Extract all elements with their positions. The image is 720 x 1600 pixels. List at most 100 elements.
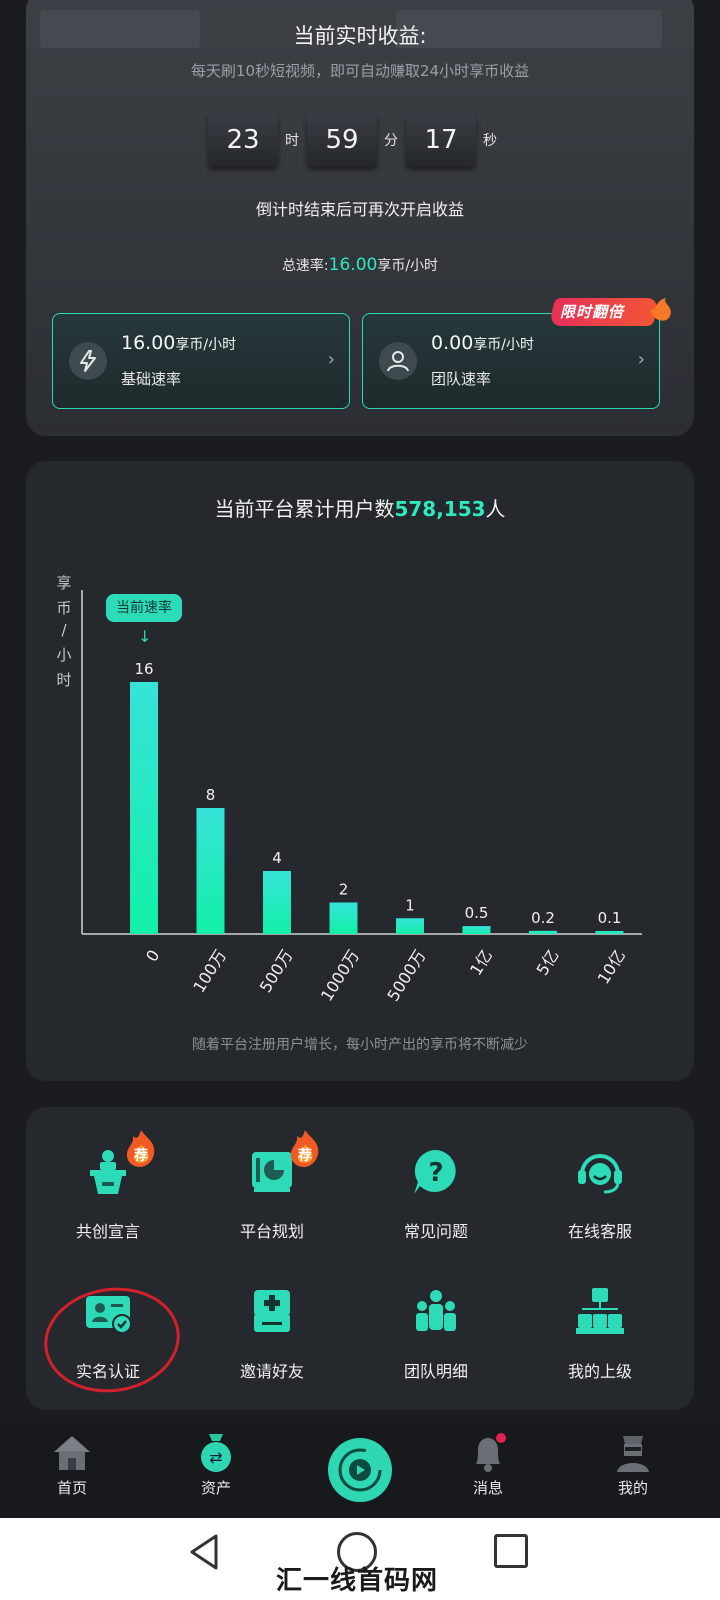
bar-value-label: 8	[206, 786, 216, 804]
nav-mine[interactable]: 我的	[583, 1430, 683, 1498]
x-tick-label: 0	[142, 946, 164, 965]
countdown-seconds-unit: 秒	[483, 133, 497, 149]
menu-item-label: 团队明细	[403, 1362, 468, 1381]
menu-item-7[interactable]: 我的上级	[520, 1284, 680, 1382]
bar-5	[462, 926, 491, 934]
bar-value-label: 16	[134, 660, 153, 678]
bottom-nav: 首页 ⇄ 资产 消息 我的	[0, 1424, 720, 1518]
nav-messages[interactable]: 消息	[438, 1430, 538, 1498]
menu-item-label: 常见问题	[403, 1222, 468, 1241]
bar-value-label: 1	[405, 896, 415, 914]
lightning-icon	[69, 342, 107, 380]
play-button[interactable]	[328, 1438, 392, 1502]
menu-item-3[interactable]: 在线客服	[520, 1144, 680, 1242]
chart-board-icon	[244, 1144, 300, 1200]
bar-value-label: 2	[339, 881, 349, 899]
double-badge: 限时翻倍	[549, 296, 676, 328]
total-rate-value: 16.00	[328, 255, 378, 275]
total-rate-unit: 享币/小时	[377, 258, 439, 274]
bar-value-label: 4	[272, 849, 282, 867]
bar-2	[263, 871, 291, 934]
nav-home[interactable]: 首页	[22, 1430, 122, 1498]
earnings-title: 当前实时收益:	[293, 24, 427, 48]
nav-assets[interactable]: ⇄ 资产	[166, 1430, 266, 1498]
bar-7	[595, 931, 624, 934]
bar-value-label: 0.2	[531, 909, 555, 927]
x-tick-label: 100万	[189, 946, 230, 996]
menu-item-2[interactable]: ? 常见问题	[356, 1144, 516, 1242]
menu-item-6[interactable]: 团队明细	[356, 1284, 516, 1382]
flame-icon	[650, 298, 671, 321]
chart-footnote: 随着平台注册用户增长，每小时产出的享币将不断减少	[192, 1037, 528, 1053]
add-user-icon	[244, 1284, 300, 1340]
money-bag-icon: ⇄	[194, 1430, 238, 1474]
svg-text:?: ?	[428, 1158, 443, 1188]
watermark: 汇一线首码网 www.huiyixian.com	[276, 1566, 576, 1600]
notification-dot	[496, 1433, 506, 1443]
y-axis-label-char: 小	[56, 646, 72, 664]
menu-item-5[interactable]: 邀请好友	[192, 1284, 352, 1382]
total-rate: 总速率:16.00享币/小时	[0, 255, 720, 275]
current-rate-tag: 当前速率	[106, 594, 182, 622]
total-rate-label: 总速率:	[281, 258, 329, 274]
x-tick-label: 1亿	[466, 946, 496, 978]
x-tick-label: 500万	[256, 946, 297, 996]
menu-item-label: 我的上级	[567, 1362, 632, 1381]
blurred-region	[40, 10, 200, 48]
blurred-region	[396, 10, 662, 48]
menu-item-label: 平台规划	[239, 1222, 304, 1241]
menu-item-1[interactable]: 荐平台规划	[192, 1130, 352, 1242]
svg-text:⇄: ⇄	[209, 1448, 222, 1467]
question-icon: ?	[408, 1144, 464, 1200]
countdown-hours-unit: 时	[285, 133, 299, 149]
nav-messages-label: 消息	[472, 1479, 503, 1497]
team-rate-value: 0.00享币/小时	[431, 332, 535, 354]
countdown-minutes-unit: 分	[384, 133, 398, 149]
group-icon	[408, 1284, 464, 1340]
bell-icon	[466, 1430, 510, 1474]
menu-item-0[interactable]: 荐共创宣言	[28, 1130, 188, 1242]
bar-3	[329, 902, 358, 934]
y-axis-label-char: 享	[56, 574, 72, 592]
base-rate-card[interactable]: 16.00享币/小时 基础速率 ›	[52, 313, 350, 409]
x-tick-label: 5亿	[533, 946, 563, 978]
menu-item-label: 实名认证	[75, 1362, 140, 1381]
home-circle-icon[interactable]	[337, 1532, 377, 1572]
bar-0	[130, 682, 158, 934]
countdown-seconds: 17	[406, 113, 476, 167]
team-rate-card[interactable]: 0.00享币/小时 团队速率 ›	[362, 313, 660, 409]
menu-item-label: 共创宣言	[75, 1222, 140, 1241]
nav-mine-label: 我的	[617, 1479, 648, 1497]
hot-flame-icon: 荐	[124, 1128, 158, 1168]
back-icon[interactable]	[186, 1532, 222, 1572]
chevron-right-icon: ›	[327, 349, 335, 370]
headset-icon	[572, 1144, 628, 1200]
nav-home-label: 首页	[56, 1479, 87, 1497]
user-icon	[611, 1430, 655, 1474]
hierarchy-icon	[572, 1284, 628, 1340]
countdown-minutes: 59	[307, 113, 377, 167]
badge-text: 限时翻倍	[560, 303, 625, 321]
system-nav-bar	[0, 1518, 720, 1600]
bar-1	[196, 808, 225, 934]
countdown-hours: 23	[208, 113, 278, 167]
menu-item-label: 邀请好友	[239, 1362, 304, 1381]
menu-item-4[interactable]: 实名认证	[28, 1284, 188, 1382]
svg-text:荐: 荐	[298, 1147, 312, 1164]
earnings-subtitle: 每天刷10秒短视频，即可自动赚取24小时享币收益	[190, 62, 530, 80]
home-icon	[50, 1430, 94, 1474]
bar-chart: 16 0 8 100万 4 500万 2 1000万 1 5000万 0.5 1亿 0.2 5亿 0.1 10…	[81, 590, 642, 1005]
bar-6	[529, 930, 557, 934]
hot-flame-icon: 荐	[288, 1128, 322, 1168]
nav-assets-label: 资产	[200, 1479, 231, 1497]
podium-icon	[80, 1144, 136, 1200]
bar-value-label: 0.1	[598, 909, 622, 927]
y-axis-label-char: /	[61, 621, 67, 639]
bar-value-label: 0.5	[465, 904, 489, 922]
user-count: 578,153	[394, 497, 486, 521]
team-icon	[379, 342, 417, 380]
recents-icon[interactable]	[494, 1534, 528, 1568]
y-axis-label-char: 时	[56, 671, 72, 689]
menu-item-label: 在线客服	[567, 1222, 632, 1241]
base-rate-value: 16.00享币/小时	[121, 332, 237, 354]
